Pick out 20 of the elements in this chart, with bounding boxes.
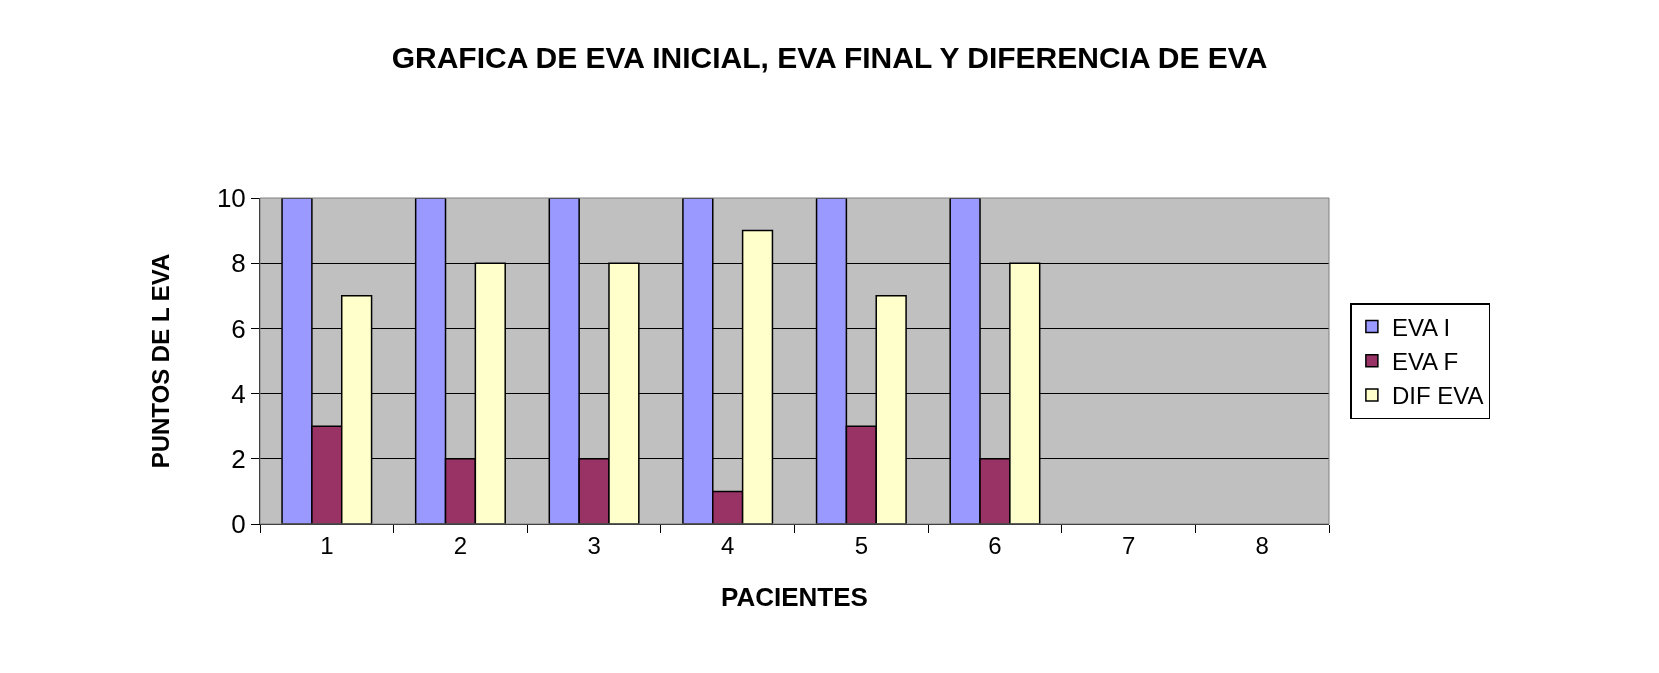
y-tick-label: 4 — [231, 378, 246, 409]
x-tick-label: 5 — [854, 531, 868, 559]
y-tick-label: 2 — [231, 443, 246, 474]
x-tick-label: 1 — [320, 531, 334, 559]
legend-label: EVA I — [1391, 313, 1451, 341]
x-tick-label: 6 — [988, 531, 1002, 559]
x-tick-label: 8 — [1255, 531, 1269, 559]
legend-label: DIF EVA — [1391, 382, 1484, 410]
x-tick-label: 4 — [721, 531, 735, 559]
x-tick-label: 7 — [1121, 531, 1136, 559]
y-tick-label: 6 — [231, 313, 246, 344]
y-tick-label: 8 — [231, 248, 246, 279]
y-axis-title: PUNTOS DE L EVA — [146, 253, 174, 469]
legend-label: EVA F — [1391, 348, 1459, 376]
x-tick-label: 3 — [587, 531, 601, 559]
x-tick-label: 2 — [453, 531, 468, 559]
chart-title: GRAFICA DE EVA INICIAL, EVA FINAL Y DIFERENCIA DE EVA — [391, 41, 1268, 75]
x-axis-title: PACIENTES — [721, 582, 868, 613]
y-tick-label: 10 — [216, 183, 246, 214]
y-tick-label: 0 — [231, 509, 246, 540]
